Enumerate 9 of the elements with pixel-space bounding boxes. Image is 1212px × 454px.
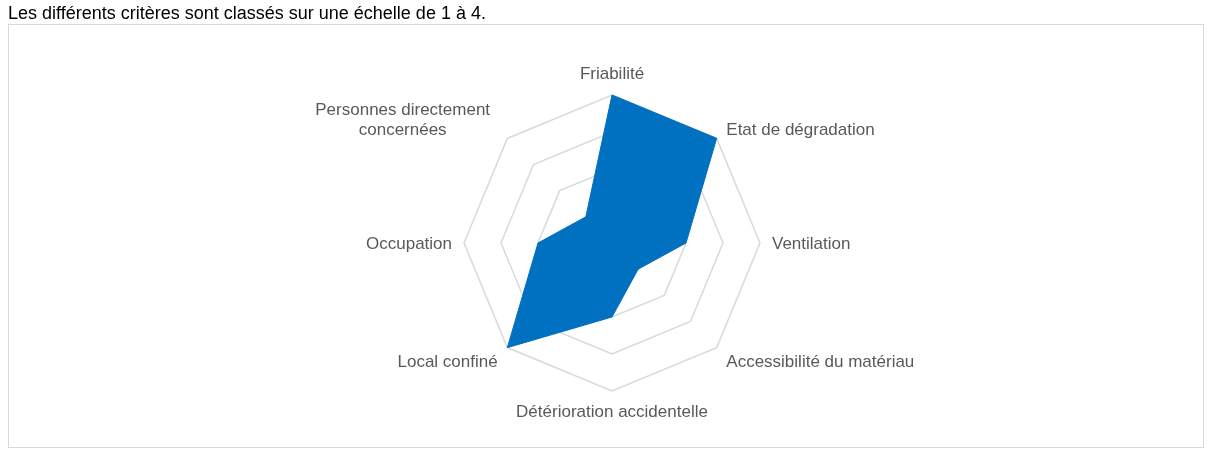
spoke-label: Ventilation [772, 234, 851, 253]
spoke-label: Accessibilité du matériau [726, 352, 915, 372]
text: Les différents critères sont classés sur une échelle de 1 à 4. [8, 2, 487, 24]
spoke-label: Détérioration accidentelle [516, 402, 708, 421]
spoke-label: Friabilité [579, 64, 645, 83]
spoke-label: Etat de dégradation [726, 119, 875, 139]
spoke-label: Local confiné [397, 352, 498, 372]
spoke-label: Occupation [366, 234, 452, 253]
spoke-label: Personnes directement concernées [315, 99, 491, 139]
